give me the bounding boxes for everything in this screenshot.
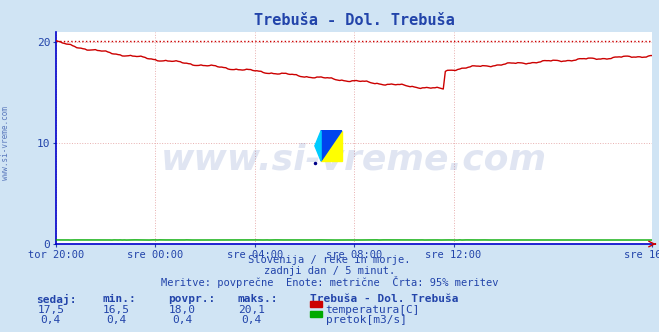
- Title: Trebuša - Dol. Trebuša: Trebuša - Dol. Trebuša: [254, 13, 455, 28]
- Text: zadnji dan / 5 minut.: zadnji dan / 5 minut.: [264, 266, 395, 276]
- Text: Trebuša - Dol. Trebuša: Trebuša - Dol. Trebuša: [310, 294, 458, 304]
- Text: Meritve: povprečne  Enote: metrične  Črta: 95% meritev: Meritve: povprečne Enote: metrične Črta:…: [161, 276, 498, 288]
- Text: 0,4: 0,4: [173, 315, 192, 325]
- Text: povpr.:: povpr.:: [168, 294, 215, 304]
- Text: 0,4: 0,4: [242, 315, 262, 325]
- Text: 17,5: 17,5: [38, 305, 64, 315]
- Text: 16,5: 16,5: [103, 305, 130, 315]
- Text: 0,4: 0,4: [41, 315, 61, 325]
- Text: pretok[m3/s]: pretok[m3/s]: [326, 315, 407, 325]
- Text: www.si-vreme.com: www.si-vreme.com: [1, 106, 10, 180]
- Text: temperatura[C]: temperatura[C]: [326, 305, 420, 315]
- Text: 20,1: 20,1: [239, 305, 265, 315]
- Text: Slovenija / reke in morje.: Slovenija / reke in morje.: [248, 255, 411, 265]
- Text: sedaj:: sedaj:: [36, 294, 76, 305]
- Polygon shape: [321, 131, 342, 161]
- Text: www.si-vreme.com: www.si-vreme.com: [161, 142, 547, 176]
- Polygon shape: [321, 131, 342, 161]
- Polygon shape: [315, 131, 321, 161]
- Text: 0,4: 0,4: [107, 315, 127, 325]
- Text: maks.:: maks.:: [237, 294, 277, 304]
- Text: 18,0: 18,0: [169, 305, 196, 315]
- Text: min.:: min.:: [102, 294, 136, 304]
